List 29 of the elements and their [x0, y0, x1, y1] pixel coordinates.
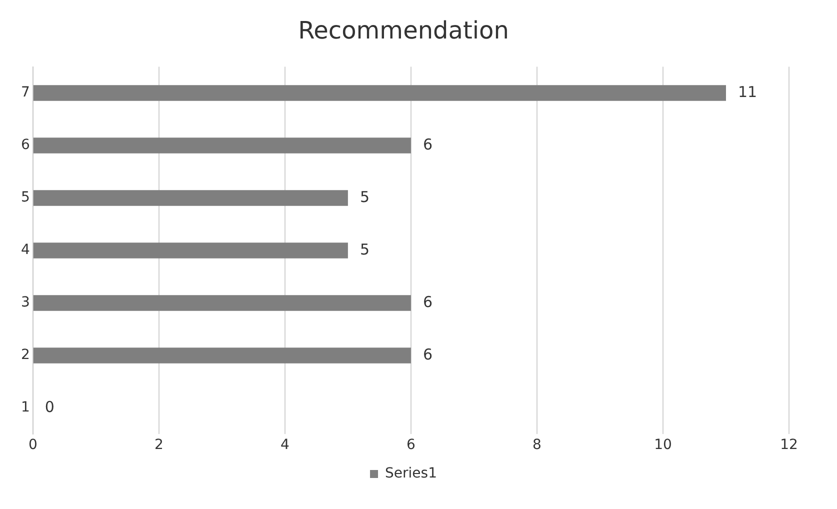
chart-title: Recommendation [298, 16, 509, 45]
y-tick-label: 5 [20, 190, 30, 206]
bar [33, 190, 348, 206]
y-tick-label: 6 [20, 137, 30, 154]
bar [33, 138, 411, 154]
y-tick-label: 7 [20, 84, 30, 101]
data-label: 11 [738, 82, 758, 101]
x-tick-label: 2 [154, 437, 164, 454]
data-label: 5 [360, 240, 370, 258]
x-tick-label: 8 [532, 437, 542, 454]
y-tick-label: 2 [20, 347, 30, 364]
bar [33, 242, 348, 258]
x-tick-label: 12 [780, 437, 798, 454]
y-tick-label: 1 [20, 400, 30, 416]
x-tick-label: 0 [28, 437, 38, 454]
x-tick-label: 10 [654, 437, 672, 454]
data-label: 6 [422, 345, 432, 364]
data-label: 6 [422, 135, 432, 154]
x-tick-label: 4 [280, 437, 290, 454]
y-tick-label: 3 [20, 294, 30, 311]
legend-label: Series1 [385, 466, 437, 482]
bar [33, 295, 411, 311]
bar [33, 85, 726, 101]
data-label: 6 [422, 292, 432, 311]
data-label: 0 [44, 398, 54, 416]
x-tick-label: 6 [406, 437, 416, 454]
bar [33, 348, 411, 364]
y-tick-label: 4 [20, 242, 30, 258]
data-label: 5 [360, 188, 370, 206]
